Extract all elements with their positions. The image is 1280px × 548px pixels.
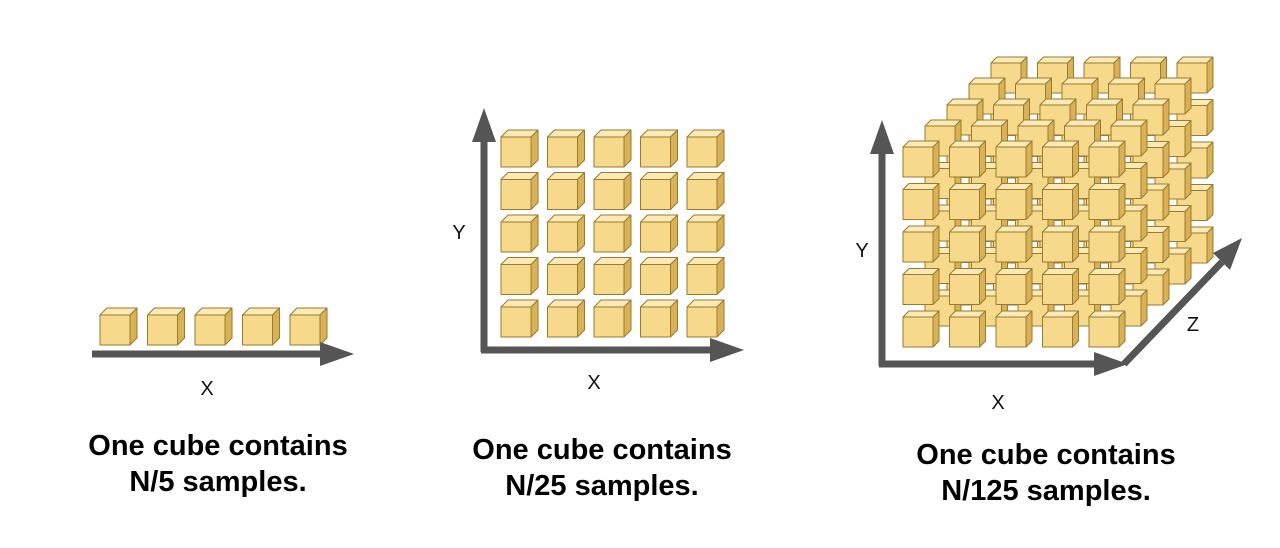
cube-icon — [686, 129, 725, 168]
cube-icon — [547, 257, 585, 295]
cube-icon — [949, 310, 986, 348]
cube-icon — [902, 183, 940, 220]
z-axis-line — [1121, 259, 1225, 367]
cube-icon — [1042, 268, 1079, 305]
caption-line-2: N/5 samples. — [129, 466, 307, 498]
cube-row-1d — [99, 307, 328, 346]
caption-2d: One cube contains N/25 samples. — [392, 432, 812, 504]
x-axis-label: X — [587, 372, 600, 394]
caption-3d: One cube contains N/125 samples. — [836, 437, 1256, 509]
cube-icon — [1088, 268, 1126, 305]
cube-icon — [147, 307, 185, 346]
cube-icon — [995, 268, 1033, 305]
x-axis-arrow-3d — [879, 352, 1128, 376]
cube-icon — [640, 257, 678, 295]
cube-icon — [500, 172, 539, 210]
cube-icon — [1042, 225, 1079, 263]
cube-icon — [995, 140, 1033, 178]
cube-icon — [1088, 225, 1126, 263]
z-axis-arrow-3d — [1121, 238, 1242, 367]
cube-icon — [593, 129, 632, 168]
cube-icon — [686, 299, 725, 338]
arrow-icon — [870, 120, 894, 154]
arrow-icon — [1213, 238, 1242, 270]
arrow-icon — [1094, 352, 1128, 376]
panel-3d: Y X Z — [855, 56, 1242, 414]
y-axis-label: Y — [855, 240, 868, 262]
cube-icon — [500, 129, 539, 168]
caption-line-2: N/25 samples. — [505, 470, 699, 502]
arrow-icon — [472, 108, 496, 142]
cube-icon — [902, 225, 940, 263]
cube-icon — [1088, 183, 1126, 220]
cube-icon — [995, 310, 1033, 348]
cube-icon — [686, 257, 725, 295]
cube-icon — [1042, 310, 1079, 348]
cube-icon — [547, 129, 585, 168]
cube-icon — [949, 140, 986, 178]
cube-icon — [500, 257, 539, 295]
cube-icon — [949, 268, 986, 305]
x-axis-arrow-1d — [92, 342, 354, 366]
cube-icon — [995, 183, 1033, 220]
cube-icon — [1176, 56, 1214, 94]
cube-icon — [194, 307, 233, 346]
cube-icon — [949, 183, 986, 220]
panel-2d: Y X — [452, 108, 744, 394]
cube-icon — [1154, 77, 1192, 115]
cube-icon — [1042, 140, 1079, 178]
cube-icon — [640, 129, 678, 168]
y-axis-arrow-3d — [870, 120, 894, 366]
cube-icon — [593, 214, 632, 253]
cube-icon — [640, 214, 678, 253]
cube-icon — [547, 214, 585, 253]
caption-line-2: N/125 samples. — [941, 475, 1151, 507]
cube-block-3d — [902, 56, 1214, 348]
cube-icon — [1042, 183, 1079, 220]
cube-icon — [593, 299, 632, 338]
cube-icon — [1088, 310, 1126, 348]
caption-1d: One cube contains N/5 samples. — [8, 428, 428, 500]
cube-icon — [99, 307, 138, 346]
caption-line-1: One cube contains — [88, 430, 348, 462]
cube-icon — [1088, 140, 1126, 178]
cube-icon — [995, 225, 1033, 263]
caption-line-1: One cube contains — [472, 434, 732, 466]
cube-icon — [686, 172, 725, 210]
cube-icon — [500, 299, 539, 338]
cube-icon — [902, 310, 940, 348]
z-axis-label: Z — [1187, 314, 1199, 336]
y-axis-arrow-2d — [472, 108, 496, 352]
cube-icon — [686, 214, 725, 253]
caption-line-1: One cube contains — [916, 439, 1176, 471]
panel-1d: X — [92, 307, 354, 400]
y-axis-label: Y — [452, 222, 465, 244]
arrow-icon — [710, 338, 744, 362]
x-axis-label: X — [200, 378, 213, 400]
cube-icon — [593, 257, 632, 295]
cube-icon — [902, 268, 940, 305]
cube-icon — [902, 140, 940, 178]
arrow-icon — [320, 342, 354, 366]
x-axis-arrow-2d — [481, 338, 744, 362]
x-axis-label: X — [991, 392, 1004, 414]
cube-icon — [500, 214, 539, 253]
cube-grid-2d — [500, 129, 725, 338]
cube-icon — [593, 172, 632, 210]
cube-icon — [640, 172, 678, 210]
cube-icon — [547, 172, 585, 210]
cube-icon — [242, 307, 280, 346]
cube-icon — [547, 299, 585, 338]
cube-icon — [289, 307, 328, 346]
cube-icon — [640, 299, 678, 338]
cube-icon — [949, 225, 986, 263]
